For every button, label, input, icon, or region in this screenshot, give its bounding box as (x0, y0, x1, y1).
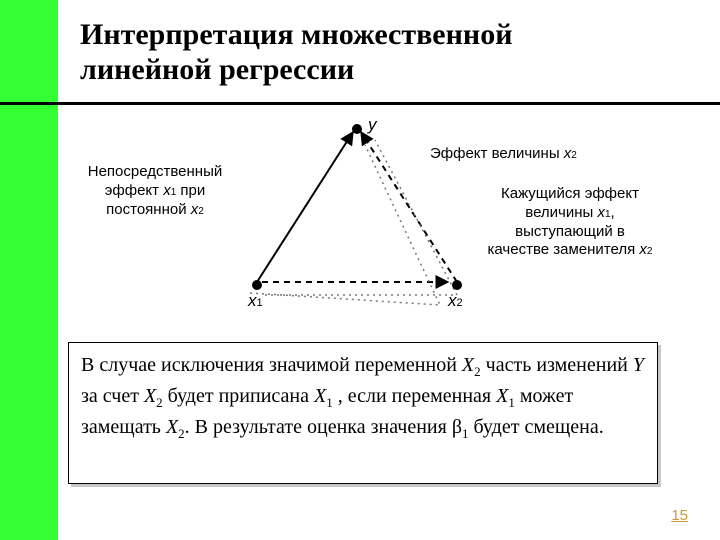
annot-right: Кажущийся эффект величины x1, выступающи… (470, 185, 670, 260)
title-line1: Интерпретация множественной (80, 18, 680, 53)
diagram: y x1 x2 Непосредственный эффект x1 при п… (80, 115, 660, 330)
node-y: y (352, 121, 362, 139)
sidebar-accent (0, 0, 58, 540)
dot-icon (252, 280, 262, 290)
dot-icon (452, 280, 462, 290)
node-y-label: y (368, 115, 377, 135)
node-x2-label: x2 (448, 291, 463, 311)
annot-top-right: Эффект величины x2 (430, 145, 577, 164)
title-line2: линейной регрессии (80, 53, 680, 88)
title-block: Интерпретация множественной линейной рег… (80, 18, 680, 87)
node-x1-label: x1 (248, 291, 263, 311)
title-rule (0, 102, 720, 105)
annot-left: Непосредственный эффект x1 при постоянно… (70, 163, 240, 219)
body-text: В случае исключения значимой переменной … (81, 351, 645, 444)
dot-icon (352, 124, 362, 134)
body-text-box: В случае исключения значимой переменной … (68, 342, 658, 484)
node-x1: x1 (252, 277, 262, 295)
node-x2: x2 (452, 277, 462, 295)
page-number: 15 (671, 507, 688, 524)
